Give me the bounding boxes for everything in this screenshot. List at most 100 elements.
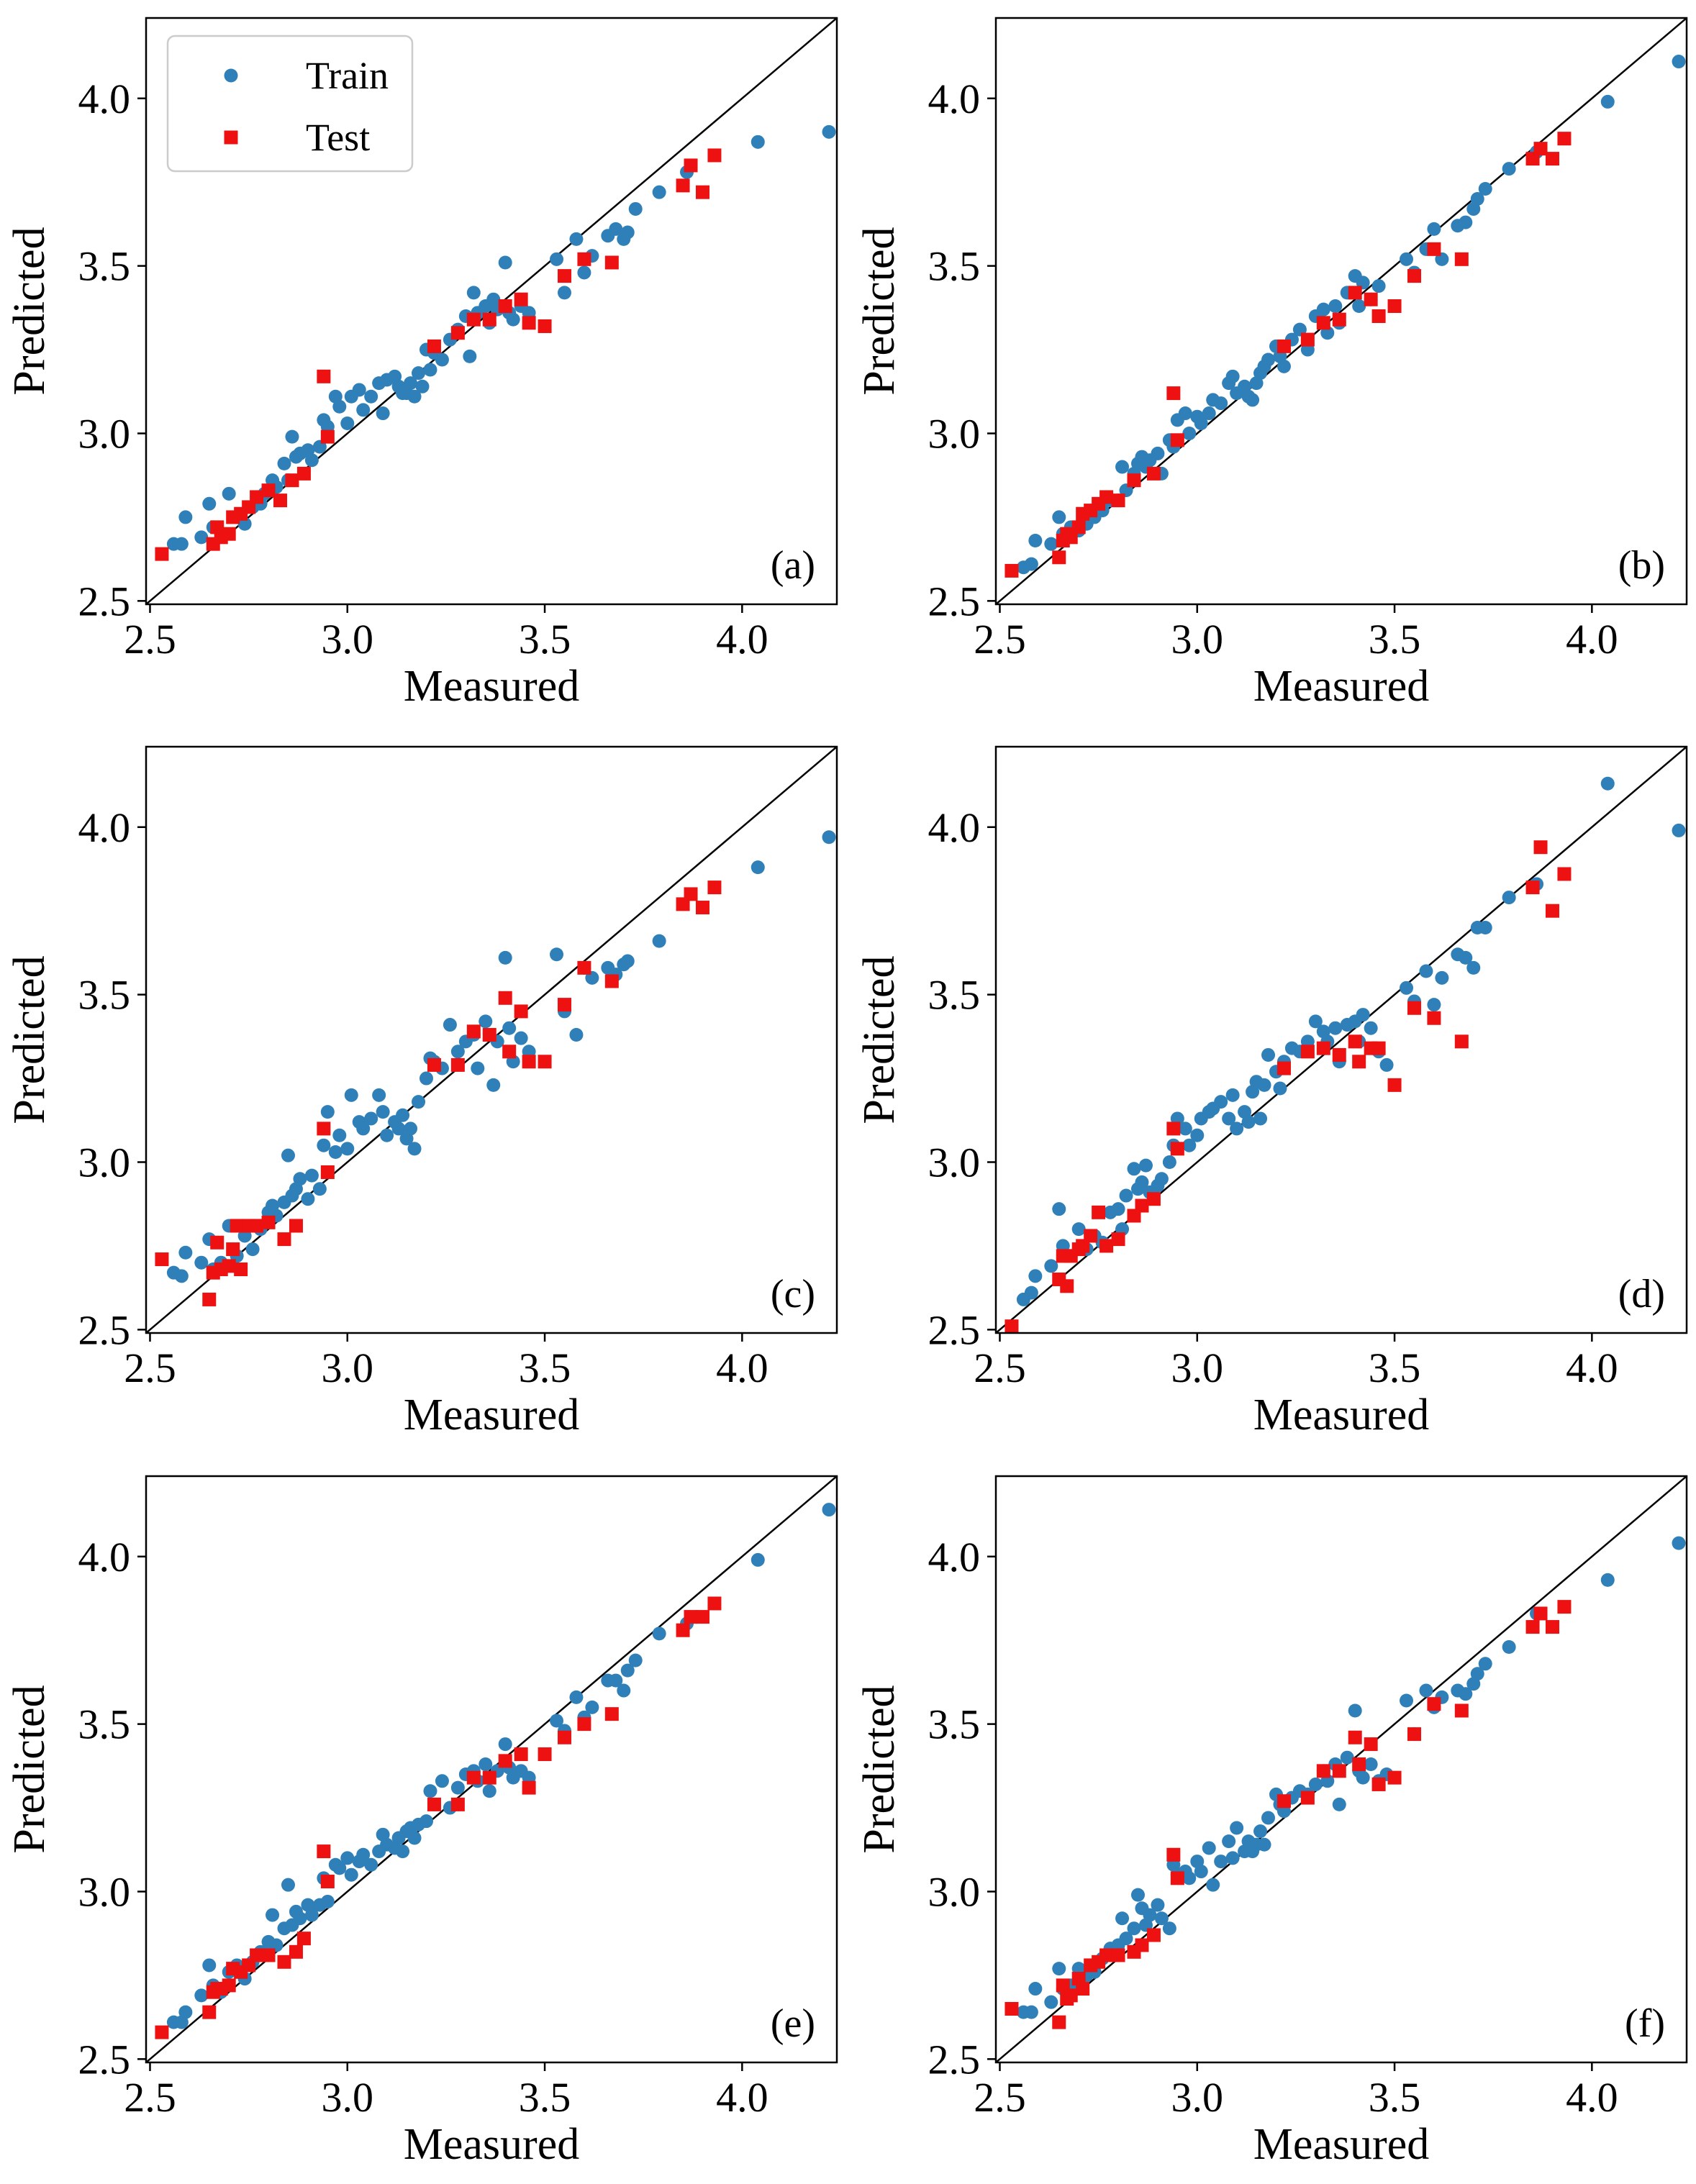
- test-point: [1545, 904, 1559, 918]
- x-axis-label: Measured: [404, 2120, 579, 2169]
- y-tick-label: 4.0: [928, 76, 981, 122]
- axes-frame: [145, 745, 838, 1334]
- test-point: [234, 1262, 248, 1277]
- test-point: [1545, 1620, 1559, 1634]
- test-point: [155, 2025, 169, 2039]
- test-point: [250, 1219, 264, 1233]
- y-tick-label: 3.0: [928, 1139, 981, 1186]
- y-axis-label: Predicted: [5, 955, 54, 1124]
- train-point: [1253, 1111, 1268, 1126]
- test-point: [1276, 1061, 1291, 1075]
- train-point: [1190, 1128, 1205, 1142]
- train-point: [328, 1145, 343, 1160]
- train-point: [435, 352, 449, 367]
- axes-frame: [994, 1475, 1688, 2064]
- test-point: [1348, 1034, 1362, 1049]
- train-point: [822, 830, 836, 845]
- test-point: [577, 960, 591, 975]
- test-point: [1111, 1948, 1125, 1962]
- train-point: [1478, 1657, 1492, 1671]
- train-point: [404, 376, 418, 391]
- train-point: [1328, 299, 1343, 314]
- train-point: [1672, 1536, 1686, 1550]
- train-point: [1435, 970, 1449, 985]
- test-point: [577, 252, 591, 266]
- legend-train-label: Train: [306, 54, 389, 97]
- y-tick-label: 3.0: [928, 410, 981, 457]
- train-point: [1364, 1021, 1378, 1035]
- train-point: [1261, 1047, 1276, 1062]
- train-point: [1111, 1202, 1125, 1216]
- train-point: [1241, 1115, 1256, 1129]
- train-point: [569, 232, 584, 246]
- y-axis-label: Predicted: [855, 1685, 904, 1853]
- test-point: [289, 1219, 303, 1233]
- train-point: [750, 860, 765, 875]
- test-point: [1170, 1871, 1184, 1885]
- train-point: [245, 1242, 260, 1257]
- test-point: [1557, 1600, 1572, 1614]
- train-point: [202, 496, 217, 511]
- train-point: [1130, 1888, 1145, 1902]
- train-point: [304, 453, 319, 468]
- panel-label: (e): [771, 2001, 815, 2046]
- train-point: [1178, 406, 1192, 421]
- train-point: [281, 1878, 295, 1892]
- y-tick-label: 3.5: [78, 243, 131, 290]
- train-point: [304, 1908, 319, 1922]
- x-tick-label: 4.0: [716, 1344, 768, 1391]
- train-point: [1273, 1081, 1287, 1096]
- test-point: [522, 1055, 536, 1069]
- x-tick-label: 2.5: [124, 1344, 176, 1391]
- test-point: [450, 1057, 465, 1072]
- test-point: [1407, 269, 1421, 283]
- panel-d: 2.5 3.0 3.5 4.0 2.5 3.0 3.5 4.0 Measured Predicte…: [855, 745, 1688, 1439]
- train-point: [1052, 1202, 1066, 1216]
- train-point: [356, 1847, 371, 1862]
- test-point: [202, 1292, 217, 1306]
- train-point: [1328, 1021, 1343, 1035]
- test-point: [498, 991, 512, 1005]
- test-point: [707, 148, 722, 163]
- y-axis-label: Predicted: [855, 955, 904, 1124]
- legend-test-label: Test: [306, 116, 370, 159]
- test-point: [317, 369, 331, 383]
- test-point: [604, 974, 619, 988]
- train-point: [340, 1142, 355, 1156]
- test-point: [1364, 1737, 1378, 1752]
- train-point: [1261, 352, 1276, 367]
- train-point: [506, 312, 520, 327]
- train-point: [822, 1503, 836, 1517]
- y-axis-label: Predicted: [5, 227, 54, 395]
- panel-label: (c): [771, 1272, 815, 1316]
- train-point: [364, 1111, 378, 1126]
- train-point: [1162, 1155, 1176, 1169]
- test-point: [1127, 473, 1141, 488]
- train-point: [1253, 1824, 1268, 1839]
- panel-label: (b): [1618, 543, 1665, 588]
- test-point: [210, 1235, 225, 1250]
- legend-train-marker: [224, 68, 238, 83]
- test-point: [296, 1932, 311, 1946]
- train-point: [1028, 1269, 1043, 1283]
- test-point: [1407, 1001, 1421, 1015]
- test-point: [1064, 1988, 1078, 2003]
- axes-frame: [994, 745, 1688, 1334]
- x-tick-label: 3.0: [322, 616, 374, 663]
- test-point: [1371, 1041, 1386, 1055]
- test-point: [317, 1121, 331, 1136]
- train-point: [585, 1700, 599, 1714]
- test-point: [1525, 1620, 1540, 1634]
- train-point: [1119, 1932, 1133, 1946]
- test-point: [538, 1055, 552, 1069]
- y-tick-label: 2.5: [928, 2036, 981, 2083]
- train-point: [1225, 1851, 1240, 1865]
- test-point: [155, 1252, 169, 1267]
- test-point: [684, 887, 698, 901]
- test-point: [1348, 1730, 1362, 1744]
- train-point: [450, 1780, 465, 1795]
- test-point: [482, 1028, 496, 1042]
- test-point: [250, 490, 264, 504]
- x-tick-label: 3.5: [519, 2074, 571, 2121]
- train-point: [423, 363, 437, 377]
